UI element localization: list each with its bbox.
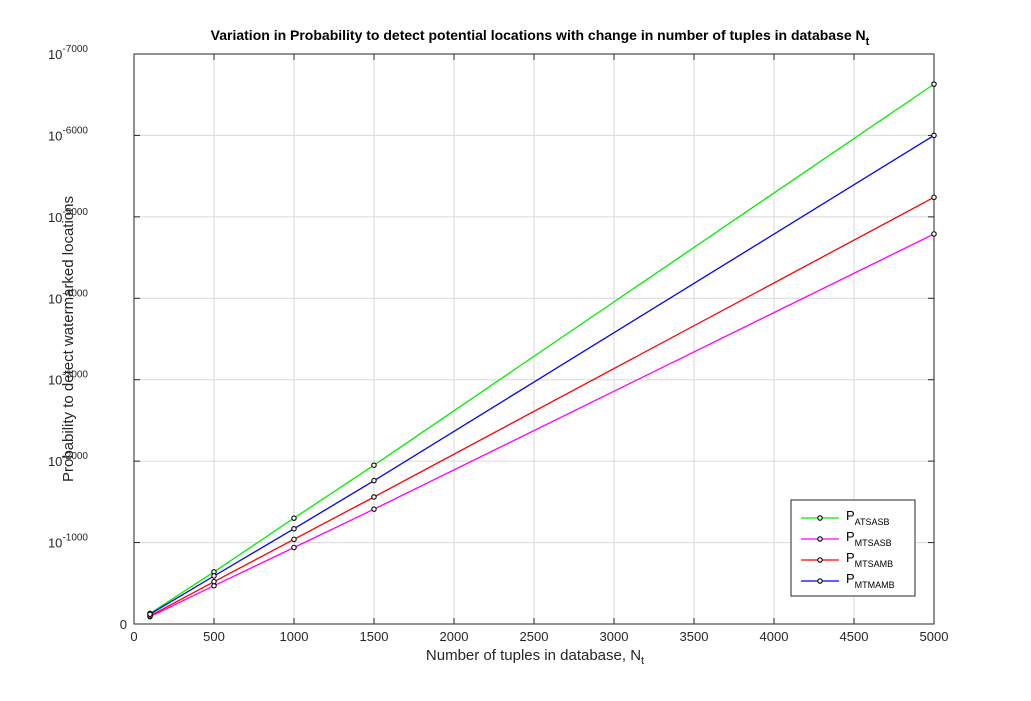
data-point-mtsasb — [291, 544, 297, 551]
x-tick-label: 0 — [130, 629, 137, 644]
legend-label-atsasb: PATSASB — [846, 508, 890, 527]
data-point-mtmamb — [931, 132, 937, 139]
data-point-mtsamb — [931, 194, 937, 201]
legend-box — [790, 499, 916, 597]
data-point-mtsamb — [291, 536, 297, 543]
x-tick-label: 2500 — [520, 629, 549, 644]
data-point-atsasb — [371, 462, 377, 468]
y-tick-label: 0 — [120, 617, 127, 632]
legend: PATSASB PMTSASB PMTSAMB PMTMAMB — [790, 499, 916, 597]
y-tick-label: 10-3000 — [48, 370, 88, 388]
legend-marker — [817, 536, 823, 542]
y-tick-label: 10-5000 — [48, 207, 88, 225]
x-tick-label: 2000 — [440, 629, 469, 644]
data-point-mtsamb — [211, 578, 217, 585]
legend-label-mtsasb: PMTSASB — [846, 529, 892, 548]
data-point-mtmamb — [291, 525, 297, 532]
x-tick-label: 4000 — [760, 629, 789, 644]
y-tick-label: 10-6000 — [48, 125, 88, 143]
data-point-mtmamb — [211, 573, 217, 579]
data-point-mtsamb — [371, 494, 377, 500]
legend-marker — [817, 557, 823, 563]
legend-marker — [817, 578, 823, 584]
legend-marker — [817, 515, 823, 521]
data-point-mtsasb — [931, 231, 937, 237]
x-axis-label: Number of tuples in database, Nt — [426, 647, 644, 667]
y-tick-label: 10-1000 — [48, 533, 88, 551]
x-tick-label: 3000 — [600, 629, 629, 644]
data-point-atsasb — [931, 81, 937, 87]
x-tick-label: 1000 — [280, 629, 309, 644]
legend-label-mtsamb: PMTSAMB — [846, 550, 893, 569]
series-markers — [147, 81, 937, 620]
x-tick-label: 3500 — [680, 629, 709, 644]
data-point-atsasb — [291, 515, 297, 521]
y-tick-label: 10-7000 — [48, 44, 88, 62]
x-axis-ticks: 0 500 1000 1500 2000 2500 3000 3500 4000 4500 5000 — [130, 54, 948, 644]
y-axis-ticks: 0 10-1000 10-2000 10-3000 10-4000 10-5000 10-6… — [48, 44, 934, 632]
chart-title: Variation in Probability to detect poten… — [211, 27, 870, 48]
data-point-mtmamb — [147, 611, 153, 617]
y-tick-label: 10-2000 — [48, 451, 88, 469]
data-point-mtsasb — [371, 506, 377, 512]
x-tick-label: 4500 — [840, 629, 869, 644]
legend-label-mtmamb: PMTMAMB — [846, 571, 895, 590]
x-tick-label: 500 — [203, 629, 225, 644]
x-tick-label: 5000 — [920, 629, 949, 644]
y-tick-label: 10-4000 — [48, 288, 88, 306]
x-tick-label: 1500 — [360, 629, 389, 644]
data-point-mtmamb — [371, 477, 377, 484]
y-axis-label: Probability to detect watermarked locati… — [60, 196, 77, 482]
